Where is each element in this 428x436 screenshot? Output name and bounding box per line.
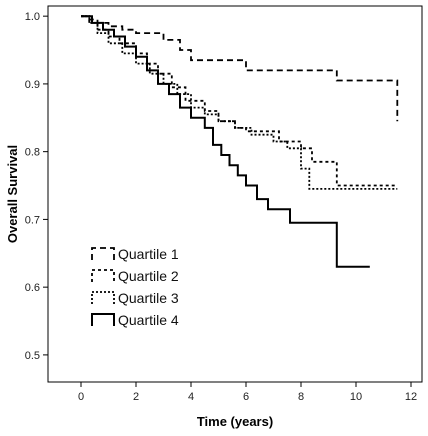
- plot-frame: [47, 5, 423, 383]
- series-line-quartile-1: [81, 15, 399, 122]
- x-axis-title: Time (years): [197, 414, 273, 429]
- x-tick-label: 4: [188, 391, 194, 403]
- legend-label-quartile-1: Quartile 1: [118, 246, 179, 262]
- legend-symbol-quartile-3: [91, 291, 115, 304]
- x-tick-label: 10: [350, 391, 362, 403]
- series-line-quartile-4: [81, 15, 370, 268]
- y-tick-label: 0.8: [25, 147, 40, 159]
- legend-symbol-quartile-1: [91, 247, 115, 260]
- legend-label-quartile-2: Quartile 2: [118, 268, 179, 284]
- legend-label-quartile-4: Quartile 4: [118, 312, 179, 328]
- plot-area: [47, 5, 423, 383]
- x-tick-label: 12: [405, 391, 417, 403]
- series-line-quartile-2: [81, 15, 398, 187]
- y-tick-label: 0.6: [25, 282, 40, 294]
- x-tick-label: 8: [298, 391, 304, 403]
- legend: Quartile 1 Quartile 2 Quartile 3 Quartile 4: [91, 246, 179, 328]
- x-tick-label: 2: [133, 391, 139, 403]
- y-tick-label: 1.0: [25, 11, 40, 23]
- y-axis-title: Overall Survival: [5, 145, 20, 243]
- x-tick-label: 6: [243, 391, 249, 403]
- legend-symbol-quartile-2: [91, 269, 115, 282]
- legend-label-quartile-3: Quartile 3: [118, 290, 179, 306]
- series-line-quartile-3: [81, 15, 398, 190]
- x-axis: 0 2 4 6 8 10 12: [78, 382, 417, 403]
- y-axis: 0.5 0.6 0.7 0.8 0.9 1.0: [25, 11, 48, 362]
- y-tick-label: 0.9: [25, 79, 40, 91]
- legend-symbol-quartile-4: [91, 313, 115, 326]
- x-tick-label: 0: [78, 391, 84, 403]
- y-tick-label: 0.7: [25, 214, 40, 226]
- y-tick-label: 0.5: [25, 350, 40, 362]
- series-lines: [81, 15, 399, 268]
